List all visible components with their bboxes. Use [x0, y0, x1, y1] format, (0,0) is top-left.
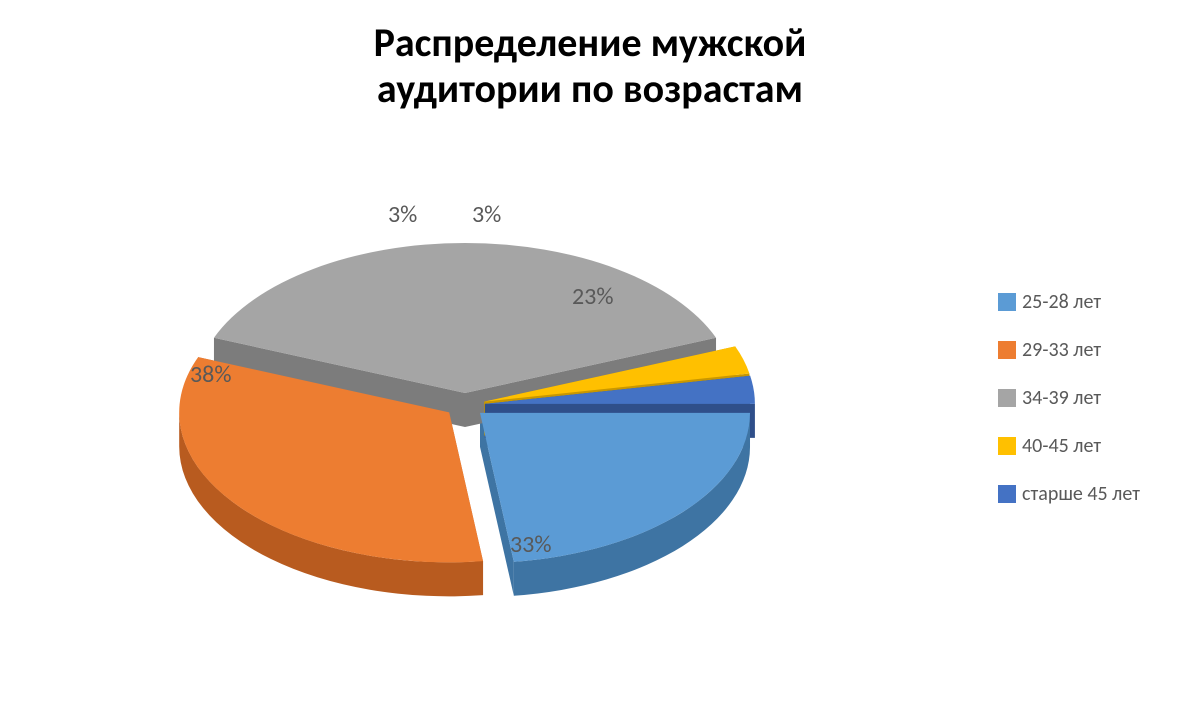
pie-holder [120, 170, 800, 690]
legend-item: старше 45 лет [998, 482, 1140, 506]
pie-data-label: 3% [388, 200, 417, 229]
legend-marker-icon [998, 437, 1016, 455]
pie-chart-container: Распределение мужской аудитории по возра… [0, 0, 1180, 709]
legend-label: 34-39 лет [1022, 386, 1101, 410]
legend-label: старше 45 лет [1022, 482, 1140, 506]
legend-item: 29-33 лет [998, 338, 1140, 362]
legend-marker-icon [998, 341, 1016, 359]
chart-title-line1: Распределение мужской [374, 18, 807, 67]
legend: 25-28 лет 29-33 лет 34-39 лет 40-45 лет стар… [998, 290, 1140, 530]
pie-data-label: 38% [190, 360, 231, 389]
pie-data-label: 23% [572, 282, 613, 311]
legend-item: 25-28 лет [998, 290, 1140, 314]
legend-label: 40-45 лет [1022, 434, 1101, 458]
legend-label: 25-28 лет [1022, 290, 1101, 314]
legend-marker-icon [998, 389, 1016, 407]
chart-title-line2: аудитории по возрастам [377, 64, 803, 113]
legend-marker-icon [998, 485, 1016, 503]
pie-data-label: 33% [510, 530, 551, 559]
pie-data-label: 3% [472, 200, 501, 229]
legend-item: 34-39 лет [998, 386, 1140, 410]
legend-marker-icon [998, 293, 1016, 311]
chart-title: Распределение мужской аудитории по возра… [0, 0, 1180, 112]
legend-item: 40-45 лет [998, 434, 1140, 458]
pie-svg [120, 170, 800, 690]
legend-label: 29-33 лет [1022, 338, 1101, 362]
